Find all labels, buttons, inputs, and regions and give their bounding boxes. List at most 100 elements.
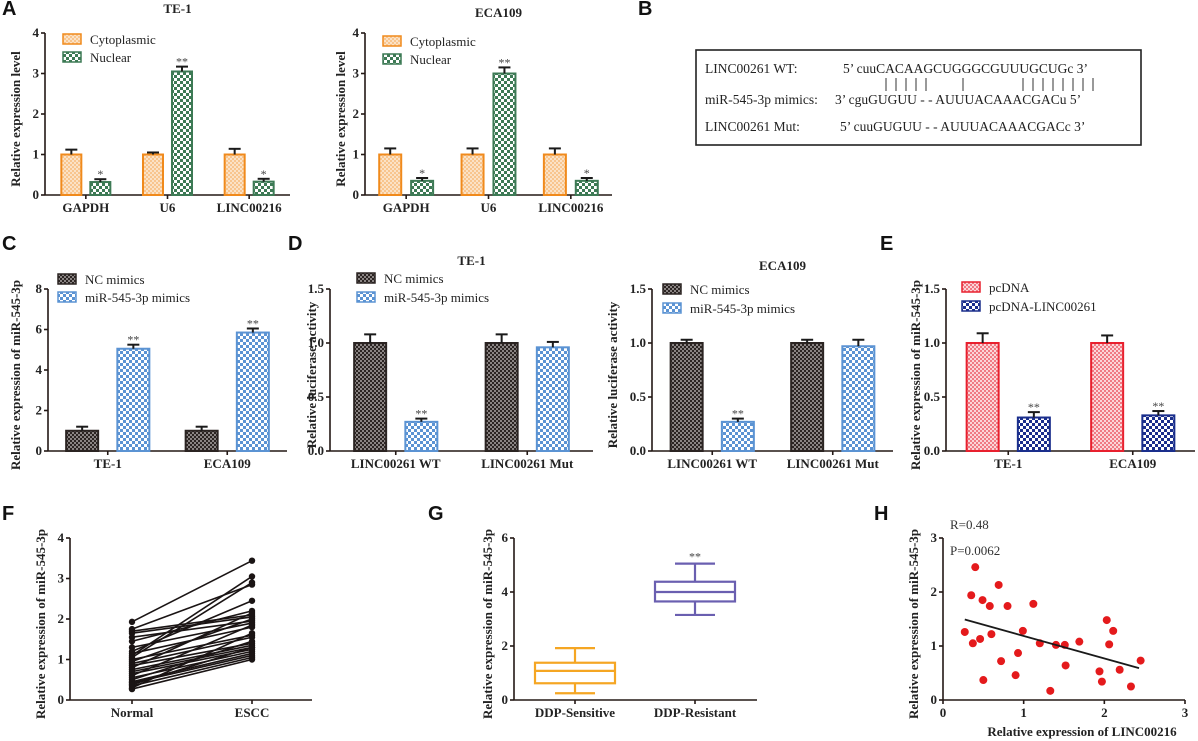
y-tick-label: 2 [36,403,43,418]
y-tick-label: 6 [36,322,43,337]
scatter-point [985,602,994,611]
paired-line [131,616,253,634]
chart-panel-g: 0 2 4 6 Relative expression of miR-545-3p DDP… [480,529,757,720]
bar [142,153,164,196]
legend-label: Nuclear [410,52,452,67]
seq-mir: 3’ cguGUGUU - - AUUUACAAACGACu 5’ [835,92,1081,107]
point-escc [248,579,256,586]
scatter-point [1109,626,1118,635]
significance-label: ** [732,407,744,421]
x-tick-label: LINC00261 WT [351,456,441,471]
panel-letter-c: C [2,233,16,255]
paired-line [131,652,253,683]
y-tick-label: 3 [58,571,65,586]
paired-line [131,634,253,661]
bar [484,342,519,452]
significance-label: * [419,166,425,180]
scatter-point [979,676,988,685]
x-tick-label: DDP-Sensitive [535,705,615,720]
point-escc [248,609,256,617]
y-tick-label: 2 [353,106,360,121]
panel-letter-b: B [638,0,652,20]
scatter-point [1014,649,1023,658]
bar [353,342,388,452]
bar [184,429,219,452]
chart-panel-a: 0 1 2 3 4 Relative expression level TE-1 GAPDH *… [8,1,290,215]
chart-title: ECA109 [475,5,522,20]
y-tick-label: 1.0 [924,335,940,350]
bar [460,153,485,196]
significance-label: ** [127,333,139,347]
paired-line [131,656,253,687]
point-normal [128,618,136,626]
panel-letter-a: A [2,0,16,20]
bar [535,346,570,453]
sequence-alignment-box: LINC00261 WT: 5’ cuuCACAAGCUGGGCGUUUGCUG… [695,49,1142,146]
y-tick-label: 0 [931,692,938,707]
y-axis-label: Relative expression level [333,51,348,187]
x-tick-label: 0 [940,705,947,720]
panel-letter-f: F [2,503,14,525]
significance-label: * [261,167,267,181]
bar [60,153,83,196]
chart-panel-a2: 0 1 2 3 4 Relative expression level ECA109 GAPD… [333,5,612,215]
bar [223,153,246,196]
legend-label: NC mimics [85,272,145,287]
legend-swatch [62,51,82,63]
y-axis-label: Relative expression of miR-545-3p [906,529,921,719]
y-tick-label: 1 [58,652,65,667]
point-escc [248,638,256,645]
y-axis-label: Relative expression of miR-545-3p [908,280,923,470]
y-tick-label: 4 [502,584,509,599]
scatter-point [1102,616,1111,625]
bar [720,420,755,452]
significance-label: * [97,167,103,181]
scatter-point [997,657,1006,666]
y-axis-label: Relative expression of miR-545-3p [480,529,495,719]
legend-label: Cytoplasmic [410,34,476,49]
point-normal [128,638,136,645]
charts: 0 1 2 3 4 Relative expression level TE-1 GAPDH *… [8,1,1195,739]
x-tick-label: ECA109 [1109,456,1156,471]
x-tick-label: 2 [1101,705,1108,720]
y-axis-label: Relative expression of miR-545-3p [8,280,23,470]
legend-label: pcDNA [989,280,1030,295]
y-tick-label: 4 [36,362,43,377]
bar [841,345,876,452]
scatter-point [1097,677,1106,686]
y-tick-label: 0.0 [924,443,940,458]
scatter-point [1061,661,1070,670]
legend-label: miR-545-3p mimics [384,290,489,305]
legend-swatch [356,291,376,303]
regression-line [964,618,1140,670]
base-pairing-marks [885,78,1094,91]
scatter-point [1126,682,1135,691]
y-tick-label: 3 [353,66,360,81]
y-tick-label: 3 [931,530,938,545]
point-escc [248,644,256,651]
point-escc [248,629,256,637]
scatter-point [971,563,980,572]
y-tick-label: 0.5 [308,389,325,404]
y-tick-label: 1 [353,147,360,162]
correlation-p: P=0.0062 [950,543,1000,558]
chart-panel-d: 0.0 0.5 1.0 1.5 Relative luciferase activity… [304,253,593,471]
significance-label: ** [498,55,510,69]
significance-label: ** [415,407,427,421]
bar [1141,414,1176,452]
y-tick-label: 8 [36,281,43,296]
y-tick-label: 1 [33,147,40,162]
point-escc [248,573,256,580]
legend-swatch [57,273,77,285]
x-tick-label: LINC00261 Mut [481,456,574,471]
legend-swatch [356,272,376,284]
bar [378,153,403,196]
scatter-point [1011,671,1020,680]
significance-label: ** [689,550,701,564]
y-tick-label: 1.5 [924,281,941,296]
y-tick-label: 3 [33,66,40,81]
x-tick-label: ECA109 [204,456,251,471]
significance-label: ** [247,316,259,330]
x-axis-label: Relative expression of LINC00216 [987,724,1177,739]
